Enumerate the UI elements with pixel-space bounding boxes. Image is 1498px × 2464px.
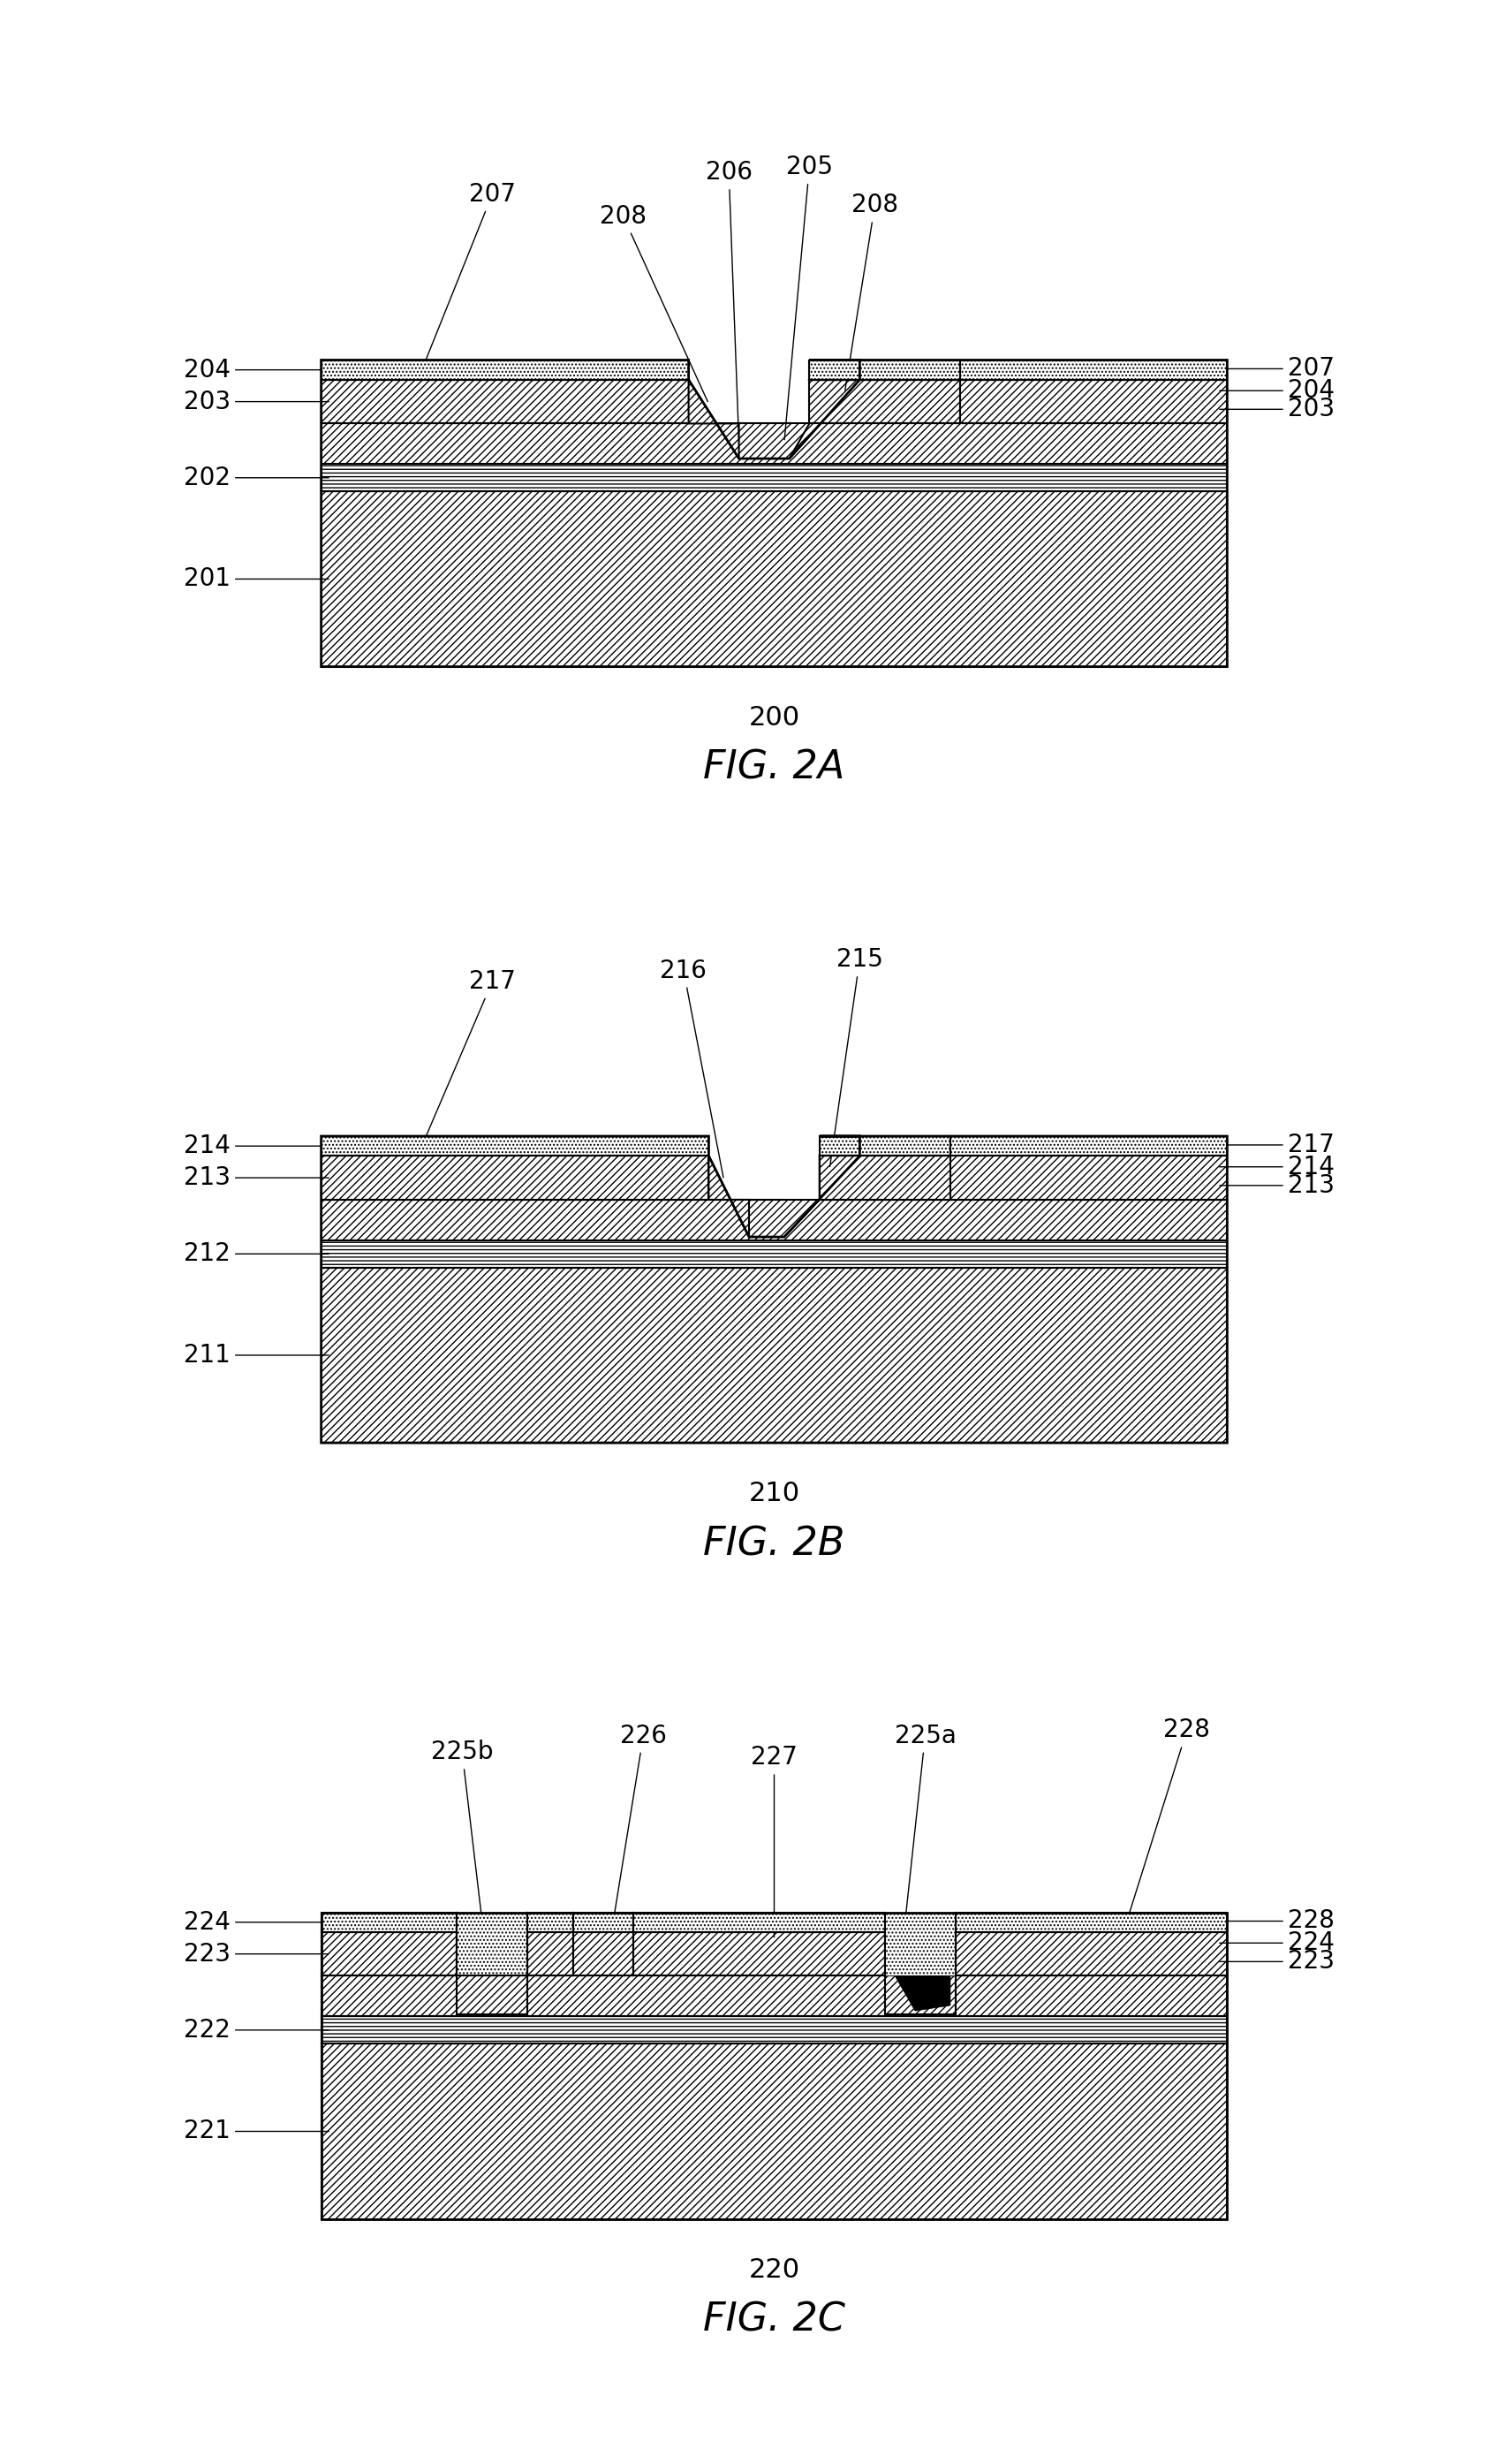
Text: 223: 223 bbox=[184, 1942, 328, 1966]
Text: 226: 226 bbox=[614, 1722, 667, 1919]
Bar bbox=[457, 1976, 527, 2013]
Text: 206: 206 bbox=[706, 160, 752, 439]
Bar bbox=[950, 1136, 1227, 1156]
Polygon shape bbox=[785, 1156, 860, 1237]
Polygon shape bbox=[894, 1976, 950, 2011]
Bar bbox=[634, 1932, 885, 1976]
Bar bbox=[527, 1932, 572, 1976]
Polygon shape bbox=[709, 1156, 749, 1237]
Text: 214: 214 bbox=[184, 1133, 328, 1158]
Bar bbox=[819, 1136, 950, 1156]
Bar bbox=[321, 1239, 1227, 1266]
Text: 208: 208 bbox=[599, 205, 707, 402]
Bar bbox=[809, 360, 960, 379]
Text: 207: 207 bbox=[422, 182, 515, 367]
Bar bbox=[321, 2043, 1227, 2220]
Text: 203: 203 bbox=[184, 389, 328, 414]
Bar bbox=[321, 463, 1227, 490]
Text: 214: 214 bbox=[1219, 1156, 1335, 1180]
Polygon shape bbox=[789, 379, 860, 458]
Text: 228: 228 bbox=[1219, 1910, 1335, 1934]
Text: 210: 210 bbox=[749, 1481, 800, 1508]
Text: 207: 207 bbox=[1219, 357, 1335, 382]
Text: 204: 204 bbox=[184, 357, 328, 382]
Bar bbox=[321, 424, 1227, 463]
Text: 224: 224 bbox=[184, 1910, 328, 1934]
Bar bbox=[885, 1976, 956, 2013]
Text: 212: 212 bbox=[184, 1242, 328, 1266]
Text: FIG. 2B: FIG. 2B bbox=[704, 1525, 845, 1562]
Text: FIG. 2C: FIG. 2C bbox=[703, 2301, 845, 2338]
Text: 225a: 225a bbox=[894, 1722, 956, 1919]
Bar bbox=[321, 1932, 457, 1976]
Text: 203: 203 bbox=[1219, 397, 1335, 421]
Text: 213: 213 bbox=[184, 1165, 328, 1190]
Bar bbox=[960, 360, 1227, 379]
Text: 217: 217 bbox=[422, 968, 515, 1143]
Text: 204: 204 bbox=[1219, 379, 1335, 404]
Text: 224: 224 bbox=[1219, 1932, 1335, 1956]
Text: 201: 201 bbox=[184, 567, 328, 591]
Bar bbox=[956, 1932, 1227, 1976]
Bar bbox=[321, 2016, 1227, 2043]
Text: 227: 227 bbox=[750, 1745, 797, 1937]
Text: 222: 222 bbox=[184, 2018, 328, 2043]
Bar bbox=[321, 379, 689, 424]
Text: 213: 213 bbox=[1219, 1173, 1335, 1198]
Text: 217: 217 bbox=[1219, 1133, 1335, 1158]
Bar bbox=[321, 360, 689, 379]
Polygon shape bbox=[689, 379, 739, 458]
Text: 215: 215 bbox=[830, 946, 884, 1165]
Text: 202: 202 bbox=[184, 466, 328, 490]
Bar bbox=[572, 1912, 634, 1932]
Polygon shape bbox=[885, 1912, 956, 1976]
Text: 225b: 225b bbox=[431, 1740, 493, 1919]
Text: FIG. 2A: FIG. 2A bbox=[704, 749, 845, 786]
Bar bbox=[321, 1156, 709, 1200]
Bar bbox=[527, 1912, 572, 1932]
Bar bbox=[634, 1912, 885, 1932]
Text: 216: 216 bbox=[661, 958, 724, 1178]
Bar bbox=[321, 1912, 457, 1932]
Text: 200: 200 bbox=[749, 705, 800, 732]
Bar bbox=[321, 1266, 1227, 1444]
Bar bbox=[819, 1156, 950, 1200]
Text: 223: 223 bbox=[1219, 1949, 1335, 1974]
Text: 221: 221 bbox=[184, 2119, 328, 2144]
Bar bbox=[960, 379, 1227, 424]
Bar bbox=[809, 379, 960, 424]
Bar bbox=[950, 1156, 1227, 1200]
Text: 208: 208 bbox=[845, 192, 899, 389]
Polygon shape bbox=[457, 1912, 527, 1976]
Bar bbox=[956, 1912, 1227, 1932]
Bar bbox=[457, 1912, 527, 1976]
Bar bbox=[321, 1136, 709, 1156]
Text: 205: 205 bbox=[785, 155, 833, 439]
Bar bbox=[321, 490, 1227, 668]
Bar bbox=[572, 1932, 634, 1976]
Bar bbox=[885, 1912, 956, 1976]
Bar bbox=[321, 1200, 1227, 1239]
Text: 211: 211 bbox=[184, 1343, 328, 1368]
Text: 220: 220 bbox=[749, 2257, 800, 2284]
Bar bbox=[321, 1976, 1227, 2016]
Text: 228: 228 bbox=[1126, 1717, 1210, 1919]
